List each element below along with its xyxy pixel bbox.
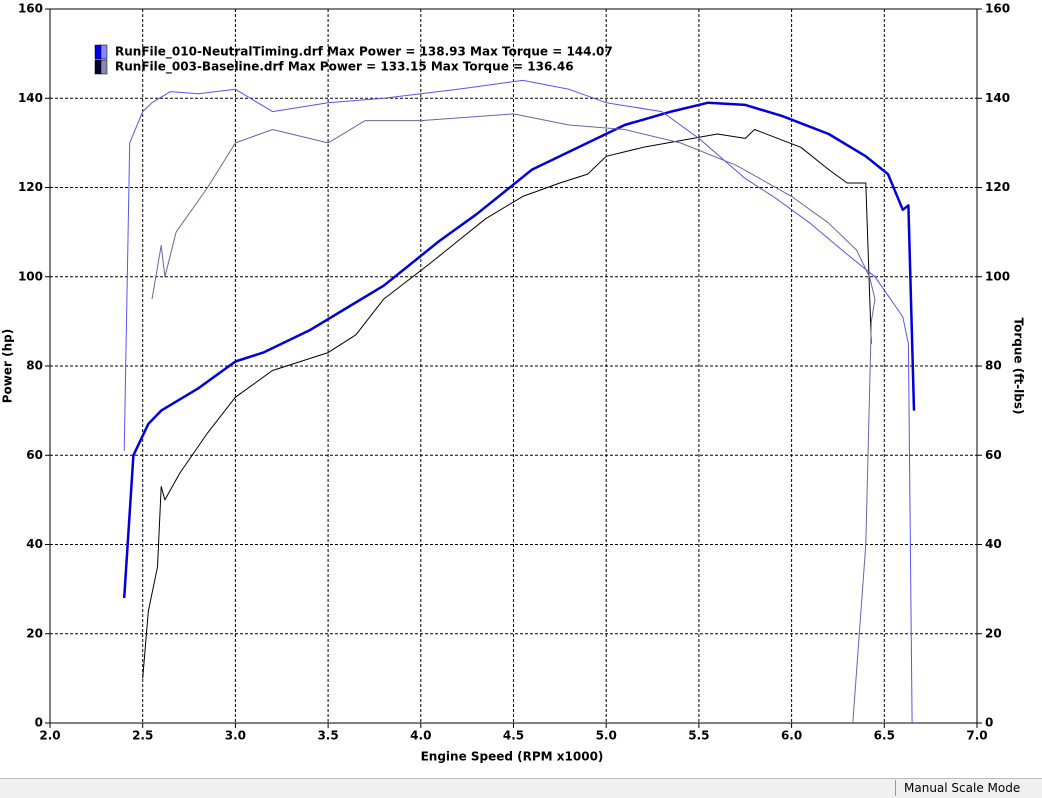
series-line [142, 129, 872, 679]
legend-label: RunFile_003-Baseline.drf Max Power = 133… [115, 60, 574, 75]
x-tick-label: 3.5 [317, 729, 338, 743]
y-tick-label: 160 [18, 2, 43, 16]
y-tick-label: 80 [26, 359, 43, 373]
y-tick-label: 20 [26, 626, 43, 640]
legend-swatch [94, 44, 102, 60]
y2-tick-label: 160 [985, 2, 1010, 16]
status-bar: Manual Scale Mode [0, 778, 1042, 798]
y-tick-label: 140 [18, 91, 43, 105]
series-line [122, 101, 916, 599]
y-tick-label: 120 [18, 180, 43, 194]
x-tick-label: 6.5 [874, 729, 895, 743]
x-tick-label: 3.0 [225, 729, 246, 743]
y2-tick-label: 120 [985, 180, 1010, 194]
x-tick-label: 4.5 [503, 729, 524, 743]
series-line [151, 113, 876, 724]
series-line [123, 79, 913, 724]
x-tick-label: 5.0 [596, 729, 617, 743]
x-tick-label: 2.5 [132, 729, 153, 743]
x-tick-label: 2.0 [39, 729, 60, 743]
y-tick-label: 100 [18, 269, 43, 283]
legend-swatch [100, 59, 108, 75]
y2-axis-label: Torque (ft-lbs) [1012, 318, 1026, 415]
x-tick-label: 4.0 [410, 729, 431, 743]
y-tick-label: 60 [26, 448, 43, 462]
legend-label: RunFile_010-NeutralTiming.drf Max Power … [115, 45, 613, 60]
y2-tick-label: 0 [985, 716, 993, 730]
y-tick-label: 40 [26, 537, 43, 551]
x-tick-label: 6.0 [781, 729, 802, 743]
y-axis-label: Power (hp) [1, 329, 15, 403]
x-tick-label: 5.5 [688, 729, 709, 743]
y2-tick-label: 100 [985, 269, 1010, 283]
y2-tick-label: 140 [985, 91, 1010, 105]
y-tick-label: 0 [35, 716, 43, 730]
legend-swatch [100, 44, 108, 60]
scale-mode: Manual Scale Mode [895, 780, 1042, 796]
legend-swatch [94, 59, 102, 75]
y2-tick-label: 20 [985, 626, 1002, 640]
y2-tick-label: 80 [985, 359, 1002, 373]
y2-tick-label: 60 [985, 448, 1002, 462]
chart: Engine Speed (RPM x1000) Power (hp) Torq… [1, 2, 1026, 764]
x-tick-label: 7.0 [966, 729, 987, 743]
x-axis-label: Engine Speed (RPM x1000) [421, 750, 604, 764]
y2-tick-label: 40 [985, 537, 1002, 551]
